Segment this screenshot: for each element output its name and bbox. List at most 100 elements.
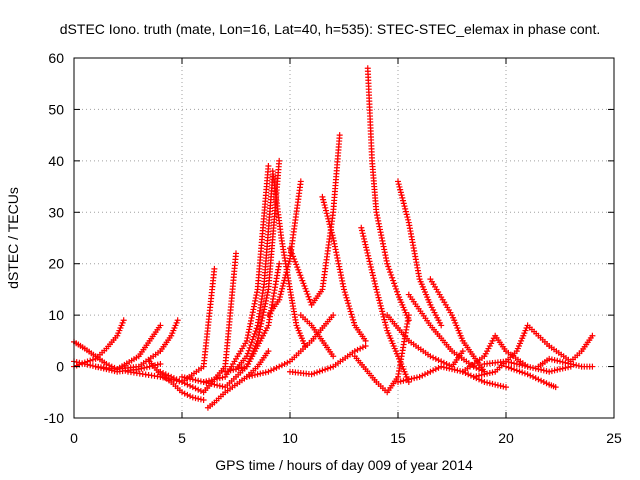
data-series-arc xyxy=(459,332,531,375)
data-series-arc xyxy=(405,291,488,375)
data-series-arc xyxy=(265,178,304,319)
data-point xyxy=(276,296,283,303)
data-point xyxy=(508,359,515,366)
data-point xyxy=(371,278,378,285)
data-point xyxy=(168,373,175,380)
data-point xyxy=(273,364,280,371)
data-point xyxy=(179,389,185,396)
data-point xyxy=(160,370,167,376)
data-point xyxy=(303,288,310,295)
x-tick-label: 0 xyxy=(70,430,78,446)
data-point xyxy=(278,362,285,369)
data-point xyxy=(377,302,384,309)
data-point xyxy=(265,368,272,375)
data-point xyxy=(224,368,231,375)
data-point xyxy=(511,360,518,367)
data-point xyxy=(347,308,354,315)
data-point xyxy=(395,178,401,185)
data-point xyxy=(430,354,437,361)
data-point xyxy=(360,233,367,240)
data-point xyxy=(513,361,520,367)
data-point xyxy=(326,221,333,228)
data-point xyxy=(320,196,327,203)
data-point xyxy=(401,203,408,210)
data-point xyxy=(89,362,96,369)
data-point xyxy=(413,374,420,381)
data-point xyxy=(374,291,381,298)
data-point xyxy=(505,359,512,366)
data-point xyxy=(346,305,353,312)
data-point xyxy=(416,373,423,380)
data-point xyxy=(354,346,361,353)
data-point xyxy=(497,382,504,389)
data-point xyxy=(211,265,218,272)
data-point xyxy=(396,183,403,190)
data-point xyxy=(342,291,349,298)
data-point xyxy=(372,280,379,287)
data-point xyxy=(328,226,335,233)
data-point xyxy=(359,344,366,351)
data-point xyxy=(402,208,409,215)
data-point xyxy=(330,312,337,319)
data-point xyxy=(362,343,369,349)
data-point xyxy=(478,371,485,378)
data-point xyxy=(373,286,380,293)
data-point xyxy=(265,163,272,169)
data-point xyxy=(268,367,275,374)
data-point xyxy=(351,348,358,355)
data-point xyxy=(187,393,194,400)
data-point xyxy=(170,375,177,382)
data-point xyxy=(367,263,374,270)
data-point xyxy=(559,359,566,366)
data-point xyxy=(247,342,254,349)
data-point xyxy=(184,381,191,388)
data-point xyxy=(397,189,404,196)
data-point xyxy=(293,261,300,268)
data-point xyxy=(282,272,289,279)
data-point xyxy=(262,369,269,376)
data-point xyxy=(478,377,485,384)
data-point xyxy=(327,364,334,371)
y-tick-label: 0 xyxy=(56,359,64,375)
data-point xyxy=(378,305,385,312)
data-point xyxy=(432,355,439,362)
data-point xyxy=(288,247,295,254)
data-series-arc xyxy=(364,65,412,324)
data-point xyxy=(89,356,96,363)
data-point xyxy=(500,383,507,390)
data-point xyxy=(243,373,250,380)
data-point xyxy=(383,324,390,331)
data-point xyxy=(250,333,257,340)
data-point xyxy=(459,348,466,355)
y-tick-label: 60 xyxy=(48,50,64,66)
data-point xyxy=(446,365,453,372)
data-point xyxy=(195,386,202,393)
data-point xyxy=(283,269,290,276)
data-point xyxy=(302,285,309,292)
data-point xyxy=(361,238,368,245)
data-point xyxy=(589,332,596,339)
data-point xyxy=(301,283,308,289)
data-point xyxy=(381,316,388,323)
data-point xyxy=(367,261,374,268)
data-point xyxy=(467,372,474,379)
data-point xyxy=(451,366,458,373)
data-point xyxy=(554,357,561,364)
data-point xyxy=(320,199,327,206)
data-series-arc xyxy=(297,312,337,360)
data-point xyxy=(195,377,202,384)
data-point xyxy=(181,390,188,397)
data-point xyxy=(279,283,286,289)
data-point xyxy=(276,260,283,267)
data-point xyxy=(532,365,539,372)
data-series-arc xyxy=(204,348,272,411)
data-point xyxy=(404,214,411,221)
data-point xyxy=(440,364,447,371)
data-series-arc xyxy=(233,173,276,373)
data-point xyxy=(505,364,512,371)
data-point xyxy=(400,377,407,384)
data-point xyxy=(287,245,293,252)
data-point xyxy=(241,364,248,371)
data-point xyxy=(524,363,531,370)
